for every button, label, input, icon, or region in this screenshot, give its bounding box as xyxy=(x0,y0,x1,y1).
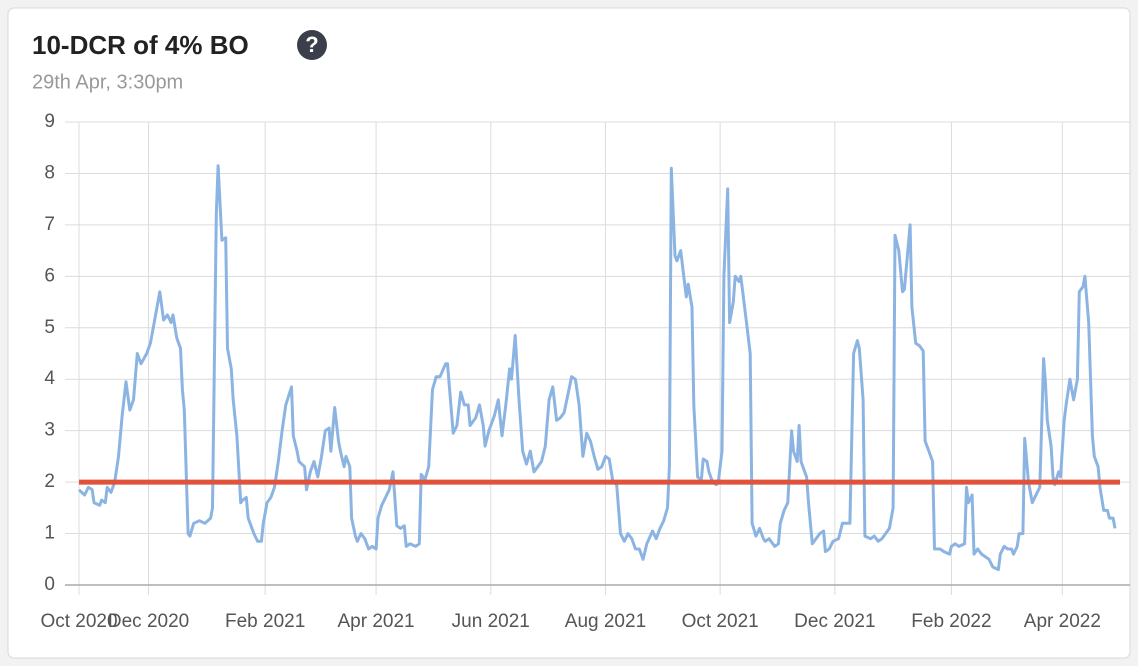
chart-title: 10-DCR of 4% BO xyxy=(32,30,249,60)
y-tick-label: 0 xyxy=(44,574,55,595)
y-tick-label: 2 xyxy=(44,471,55,492)
x-tick-label: Feb 2022 xyxy=(911,611,991,632)
x-tick-label: Feb 2021 xyxy=(225,611,305,632)
x-tick-label: Jun 2021 xyxy=(452,611,530,632)
help-icon[interactable] xyxy=(297,30,327,60)
y-tick-label: 4 xyxy=(44,368,55,389)
x-tick-label: Apr 2021 xyxy=(338,611,415,632)
x-tick-label: Oct 2021 xyxy=(682,611,759,632)
help-icon-text[interactable]: ? xyxy=(305,32,318,57)
y-tick-label: 6 xyxy=(44,265,55,286)
y-tick-label: 3 xyxy=(44,420,55,441)
chart-subtitle: 29th Apr, 3:30pm xyxy=(32,71,183,93)
x-tick-label: Apr 2022 xyxy=(1024,611,1101,632)
data-line xyxy=(77,164,1117,572)
y-tick-label: 7 xyxy=(44,214,55,235)
x-tick-label: Oct 2020 xyxy=(40,611,117,632)
y-tick-label: 5 xyxy=(44,317,55,338)
x-tick-label: Dec 2021 xyxy=(794,611,875,632)
y-tick-label: 9 xyxy=(44,111,55,132)
x-tick-label: Aug 2021 xyxy=(565,611,646,632)
y-tick-label: 1 xyxy=(44,523,55,544)
y-tick-label: 8 xyxy=(44,162,55,183)
x-tick-label: Dec 2020 xyxy=(108,611,189,632)
